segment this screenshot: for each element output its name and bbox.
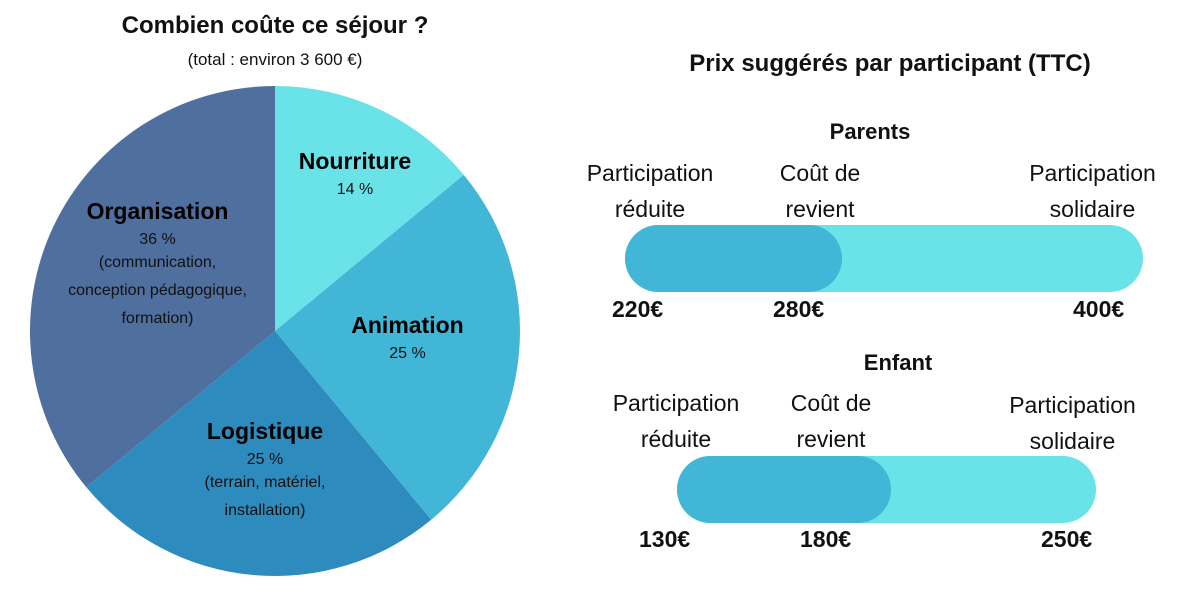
caption-line: Participation: [1029, 160, 1156, 186]
caption-line: Participation: [586, 160, 714, 186]
slice-note: (terrain, matériel,: [204, 474, 326, 491]
slice-name: Organisation: [86, 198, 229, 224]
caption-reduced: Participation réduite: [586, 385, 766, 457]
caption-line: revient: [785, 196, 855, 222]
group-title-enfant: Enfant: [863, 350, 933, 375]
slice-label-organisation: Organisation 36 % (communication, concep…: [35, 198, 280, 333]
pie-chart: [29, 86, 520, 576]
slice-name: Nourriture: [298, 148, 412, 174]
price-max: 250€: [1041, 526, 1093, 552]
pie-slice-nourriture: [275, 86, 464, 331]
slice-percent: 36 %: [139, 231, 176, 248]
price-range-bar-parents: [625, 225, 1143, 292]
caption-line: revient: [796, 426, 866, 452]
prices-title: Prix suggérés par participant (TTC): [689, 50, 1091, 77]
pie-subtitle: (total : environ 3 600 €): [187, 50, 363, 69]
pie-slice-organisation: [29, 86, 275, 488]
caption-solidarity: Participation solidaire: [1000, 155, 1185, 227]
caption-line: réduite: [640, 426, 712, 452]
pie-slice-animation: [275, 174, 520, 520]
caption-line: réduite: [614, 196, 686, 222]
caption-cost: Coût de revient: [740, 155, 900, 227]
slice-name: Logistique: [206, 418, 324, 444]
caption-reduced: Participation réduite: [560, 155, 740, 227]
caption-line: solidaire: [1029, 428, 1116, 454]
slice-note: formation): [121, 310, 194, 327]
slice-label-nourriture: Nourriture 14 %: [270, 148, 440, 199]
price-min: 130€: [639, 526, 691, 552]
caption-line: Participation: [612, 390, 740, 416]
caption-cost: Coût de revient: [751, 385, 911, 457]
slice-percent: 25 %: [246, 451, 284, 468]
caption-line: solidaire: [1049, 196, 1136, 222]
reduced-to-cost-fill: [625, 225, 843, 292]
slice-label-animation: Animation 25 %: [320, 312, 495, 363]
slice-note: installation): [224, 502, 306, 519]
slice-name: Animation: [351, 312, 464, 338]
slice-label-logistique: Logistique 25 % (terrain, matériel, inst…: [160, 418, 370, 525]
slice-percent: 14 %: [336, 181, 374, 198]
caption-line: Participation: [1009, 392, 1136, 418]
caption-line: Coût de: [779, 160, 861, 186]
price-max: 400€: [1073, 296, 1125, 322]
price-cost: 280€: [773, 296, 825, 322]
reduced-to-cost-fill: [677, 456, 891, 523]
price-cost: 180€: [800, 526, 852, 552]
pie-slice-logistique: [86, 331, 432, 576]
group-title-parents: Parents: [829, 119, 911, 144]
pie-title: Combien coûte ce séjour ?: [121, 12, 429, 39]
slice-note: (communication,: [98, 254, 217, 271]
caption-solidarity: Participation solidaire: [980, 387, 1165, 459]
slice-percent: 25 %: [389, 345, 426, 362]
price-range-bar-enfant: [677, 456, 1096, 523]
caption-line: Coût de: [790, 390, 872, 416]
slice-note: conception pédagogique,: [68, 282, 247, 299]
price-min: 220€: [612, 296, 664, 322]
